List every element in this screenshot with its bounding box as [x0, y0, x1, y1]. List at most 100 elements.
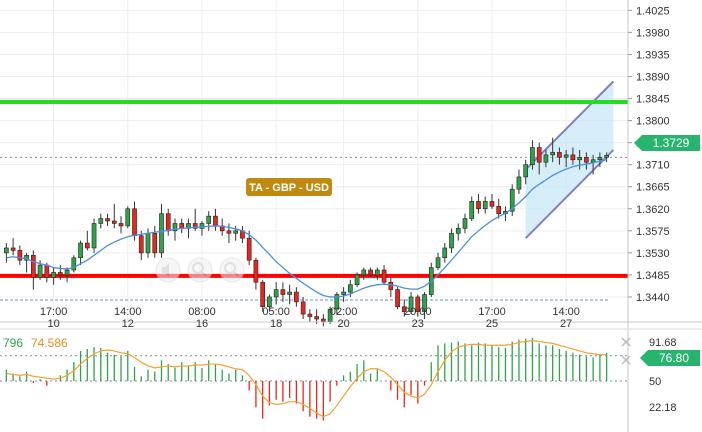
candle-body	[17, 250, 23, 261]
candle-body	[469, 201, 475, 219]
osc-y-tick-label: 22.18	[649, 402, 677, 414]
candle-body	[577, 157, 582, 161]
x-tick-time-label: 02:00	[330, 306, 358, 318]
osc-line	[6, 339, 607, 418]
candle-body	[523, 164, 529, 178]
candle-body	[435, 257, 441, 268]
close-icon[interactable]	[621, 355, 631, 365]
candle-body	[84, 242, 90, 249]
x-tick-day-label: 25	[486, 318, 498, 330]
oscillator-current-value: 76.80	[659, 351, 689, 365]
oscillator-badge: 76.80	[640, 350, 700, 366]
candle-body	[476, 201, 481, 210]
candle-body	[294, 291, 299, 303]
candle-body	[145, 232, 151, 254]
y-tick-label: 1.3935	[636, 49, 670, 61]
zoom-in-icon[interactable]	[187, 257, 213, 283]
channel-fill	[525, 81, 614, 239]
candle-body	[348, 284, 353, 293]
candle-body	[253, 259, 259, 283]
candle-body	[401, 306, 407, 312]
moving-average-line	[6, 159, 607, 298]
osc-value-1: 796	[3, 336, 23, 350]
candle-body	[78, 242, 83, 259]
candle-body	[51, 272, 56, 278]
y-tick-label: 1.3980	[636, 27, 670, 39]
y-tick-label: 1.3800	[636, 116, 670, 128]
x-tick-time-label: 08:00	[188, 306, 216, 318]
candle-body	[408, 296, 414, 312]
candle-body	[233, 230, 239, 234]
candle-body	[314, 316, 319, 320]
candle-body	[307, 313, 313, 317]
y-tick-label: 1.3530	[636, 248, 670, 260]
ma-line	[6, 159, 607, 298]
candle-body	[206, 215, 212, 224]
candle-body	[91, 223, 97, 249]
x-tick-time-label: 17:00	[478, 306, 506, 318]
oscillator-value-labels: 796 74.586	[3, 336, 68, 350]
chart-toolbar	[155, 257, 245, 283]
candle-body	[422, 294, 427, 312]
price-levels	[0, 99, 628, 278]
candle-body	[516, 176, 522, 190]
candle-body	[280, 289, 286, 295]
candle-body	[509, 188, 515, 212]
candle-body	[273, 289, 279, 298]
candle-body	[287, 291, 292, 295]
channel-lower-line[interactable]	[524, 149, 615, 239]
candle-body	[334, 294, 340, 310]
close-icon[interactable]	[621, 337, 631, 347]
candle-body	[64, 269, 70, 276]
y-tick-label: 1.3620	[636, 204, 670, 216]
y-tick-label: 1.3440	[636, 292, 670, 304]
candle-body	[300, 301, 306, 315]
candle-body	[58, 272, 63, 276]
x-tick-time-label: 05:00	[262, 306, 290, 318]
candle-body	[563, 154, 569, 158]
candle-body	[449, 232, 454, 249]
candle-body	[597, 157, 603, 161]
y-tick-label: 1.4025	[636, 5, 670, 17]
title-badge: TA - GBP - USD	[246, 178, 332, 196]
candle-body	[530, 147, 535, 165]
candle-body	[226, 230, 232, 234]
candle-body	[489, 201, 495, 207]
y-tick-label: 1.3575	[636, 226, 670, 238]
candle-body	[395, 289, 400, 308]
candlestick-series	[4, 137, 609, 327]
x-tick-time-label: 14:00	[552, 306, 580, 318]
candle-body	[98, 218, 104, 224]
x-tick-day-label: 27	[560, 318, 572, 330]
speaker-icon[interactable]	[155, 257, 181, 283]
candle-body	[604, 155, 609, 158]
candle-body	[442, 247, 448, 259]
y-tick-label: 1.3890	[636, 71, 670, 83]
candle-body	[462, 218, 468, 229]
candle-body	[44, 264, 50, 278]
candle-body	[246, 237, 252, 261]
x-tick-time-label: 14:00	[114, 306, 142, 318]
zoom-out-icon[interactable]	[219, 257, 245, 283]
candle-body	[570, 154, 576, 161]
candle-body	[192, 223, 198, 229]
x-tick-day-label: 12	[122, 318, 134, 330]
candle-body	[388, 281, 394, 290]
candle-body	[543, 154, 549, 163]
y-tick-label: 1.3665	[636, 182, 670, 194]
candle-body	[341, 291, 346, 295]
candle-body	[368, 269, 373, 276]
candle-body	[415, 296, 421, 312]
candle-body	[125, 208, 131, 227]
x-tick-day-label: 20	[337, 318, 349, 330]
candle-body	[172, 223, 178, 232]
candle-body	[557, 152, 562, 158]
candle-body	[199, 223, 205, 229]
candle-body	[37, 264, 43, 278]
chart-title: TA - GBP - USD	[249, 182, 329, 194]
candle-body	[321, 318, 326, 322]
candle-body	[455, 228, 461, 234]
oscillator-series	[5, 337, 608, 421]
candle-body	[31, 255, 36, 278]
